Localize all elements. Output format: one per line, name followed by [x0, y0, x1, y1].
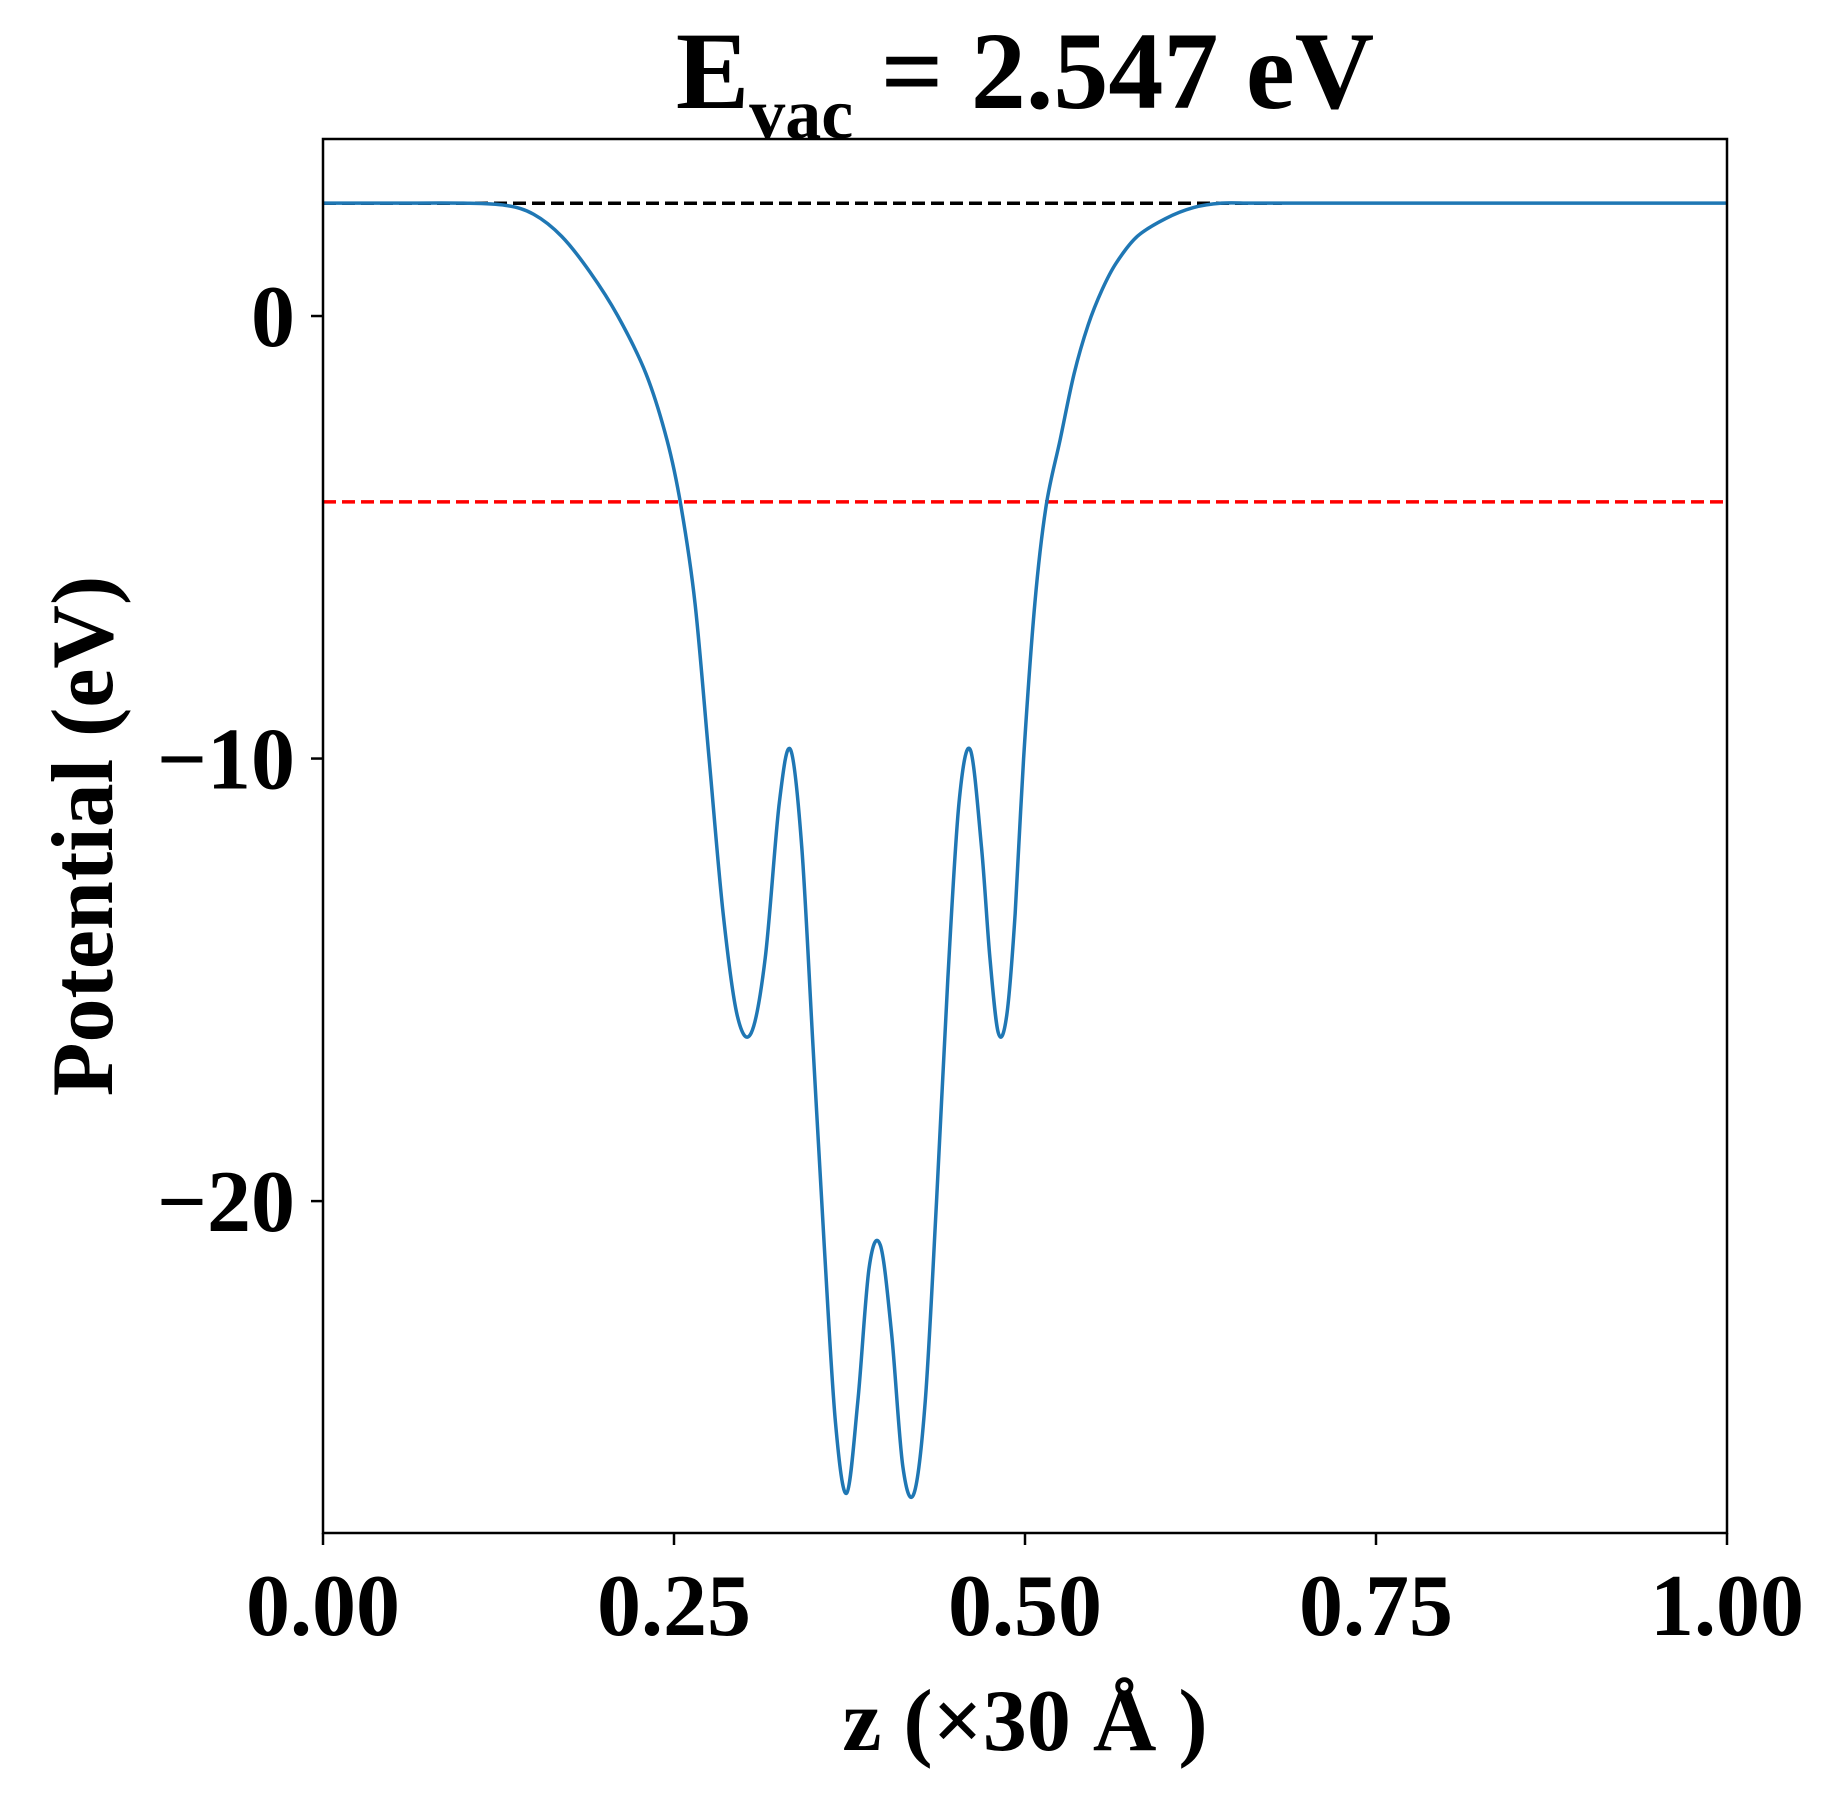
ticks-layer: 0.00 0.25 0.50 0.75 1.00 0 −10 −20 — [157, 269, 1804, 1655]
y-tick-label: 0 — [251, 269, 295, 366]
lines-layer — [323, 201, 1727, 1500]
x-tick-label: 0.00 — [246, 1558, 400, 1655]
plot-frame — [321, 137, 1729, 1535]
title-symbol: E — [676, 10, 749, 132]
potential-curve — [323, 201, 1727, 1500]
x-tick-label: 0.50 — [948, 1558, 1102, 1655]
title-subscript: vac — [749, 74, 853, 154]
x-tick-label: 0.75 — [1299, 1558, 1453, 1655]
x-axis-label: z (×30 Å ) — [842, 1673, 1207, 1770]
chart-title: Evac = 2.547 eV — [676, 10, 1374, 154]
x-tick-label: 0.25 — [597, 1558, 751, 1655]
x-tick-label: 1.00 — [1650, 1558, 1804, 1655]
y-tick-label: −10 — [157, 712, 295, 809]
title-value: = 2.547 eV — [853, 10, 1374, 132]
y-tick-label: −20 — [157, 1154, 295, 1251]
y-axis-label: Potential (eV) — [35, 576, 132, 1096]
